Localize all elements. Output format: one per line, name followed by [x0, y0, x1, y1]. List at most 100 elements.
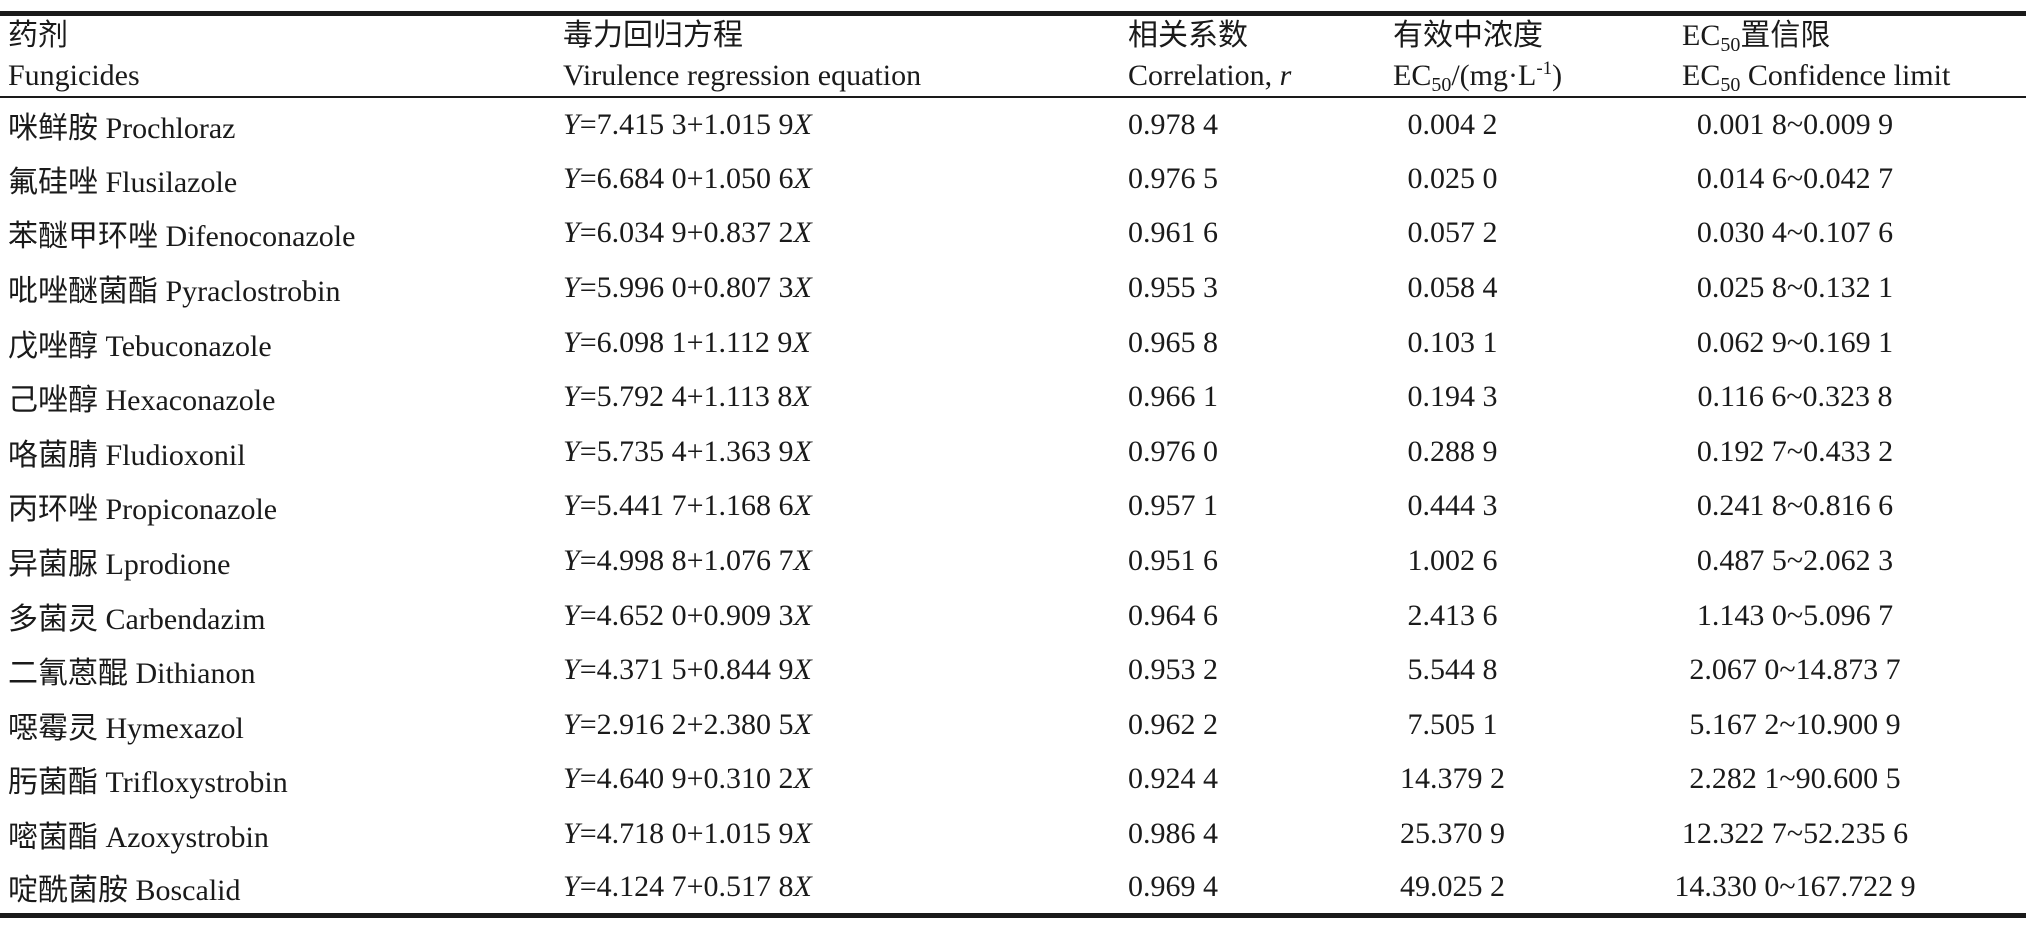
- equation-x-symbol: X: [793, 161, 812, 195]
- fungicide-name-zh: 多菌灵: [8, 602, 98, 636]
- header-cl-ec-zh: EC: [1682, 19, 1721, 52]
- table-header: 药剂 Fungicides 毒力回归方程 Virulence regressio…: [0, 13, 2026, 98]
- confidence-limit-cell: 0.241 8~0.816 6: [1696, 489, 1894, 523]
- correlation-cell: 0.965 8: [1128, 325, 1218, 359]
- ec50-cell: 2.413 6: [1407, 598, 1498, 632]
- header-ec50-sub: 50: [1431, 74, 1452, 96]
- table-row: 多菌灵 Carbendazim Y=4.652 0+0.909 3X 0.964 6…: [0, 588, 2026, 643]
- fungicide-cell: 啶酰菌胺 Boscalid: [0, 861, 560, 916]
- equation-cell: Y=6.684 0+1.050 6X: [560, 152, 1122, 207]
- ec50-cell: 25.370 9: [1400, 817, 1505, 851]
- fungicide-name-zh: 异菌脲: [8, 548, 98, 582]
- confidence-limit-cell: 1.143 0~5.096 7: [1696, 598, 1894, 632]
- equation-body: =6.684 0+1.050 6: [579, 161, 794, 195]
- fungicide-cell: 氟硅唑 Flusilazole: [0, 152, 560, 207]
- header-confidence-limit-en: EC50 Confidence limit: [1682, 56, 2026, 96]
- table-row: 咯菌腈 Fludioxonil Y=5.735 4+1.363 9X 0.976 0…: [0, 425, 2026, 480]
- ec50-cell: 14.379 2: [1400, 762, 1505, 796]
- table-row: 异菌脲 Lprodione Y=4.998 8+1.076 7X 0.951 6 1.…: [0, 534, 2026, 589]
- equation-body: =5.792 4+1.113 8: [579, 380, 793, 414]
- confidence-limit-cell: 0.062 9~0.169 1: [1696, 325, 1894, 359]
- equation-y-symbol: Y: [563, 325, 580, 359]
- correlation-cell: 0.955 3: [1128, 271, 1218, 305]
- table-row: 戊唑醇 Tebuconazole Y=6.098 1+1.112 9X 0.965 …: [0, 315, 2026, 370]
- equation-x-symbol: X: [793, 434, 812, 468]
- equation-y-symbol: Y: [563, 653, 580, 687]
- fungicide-name-zh: 吡唑醚菌酯: [8, 275, 158, 309]
- ec50-cell: 7.505 1: [1407, 707, 1498, 741]
- confidence-limit-cell: 0.116 6~0.323 8: [1697, 380, 1893, 414]
- equation-y-symbol: Y: [563, 762, 580, 796]
- equation-x-symbol: X: [792, 380, 811, 414]
- equation-y-symbol: Y: [563, 870, 580, 904]
- header-ec50-unit: EC50/(mg·L-1): [1393, 56, 1660, 96]
- fungicide-cell: 异菌脲 Lprodione: [0, 534, 560, 589]
- fungicide-cell: 噁霉灵 Hymexazol: [0, 698, 560, 753]
- ec50-cell: 0.194 3: [1407, 380, 1498, 414]
- table-row: 丙环唑 Propiconazole Y=5.441 7+1.168 6X 0.957…: [0, 479, 2026, 534]
- equation-x-symbol: X: [793, 653, 812, 687]
- equation-cell: Y=5.792 4+1.113 8X: [560, 370, 1122, 425]
- fungicide-name-zh: 噁霉灵: [8, 711, 98, 745]
- header-confidence-limit: EC50置信限 EC50 Confidence limit: [1660, 13, 2026, 98]
- equation-cell: Y=6.034 9+0.837 2X: [560, 206, 1122, 261]
- equation-cell: Y=4.124 7+0.517 8X: [560, 861, 1122, 916]
- confidence-limit-cell: 2.282 1~90.600 5: [1689, 762, 1901, 796]
- header-row: 药剂 Fungicides 毒力回归方程 Virulence regressio…: [0, 13, 2026, 98]
- confidence-limit-cell: 14.330 0~167.722 9: [1674, 870, 1916, 904]
- correlation-cell: 0.966 1: [1128, 380, 1218, 414]
- equation-body: =4.371 5+0.844 9: [579, 653, 794, 687]
- header-regression-equation-zh: 毒力回归方程: [563, 19, 743, 52]
- header-cl-ec-en: EC: [1682, 59, 1721, 92]
- header-cl-sub-en: 50: [1720, 74, 1741, 96]
- correlation-cell: 0.986 4: [1128, 817, 1218, 851]
- equation-body: =6.098 1+1.112 9: [579, 325, 793, 359]
- ec50-cell: 0.103 1: [1407, 325, 1498, 359]
- ec50-cell: 0.288 9: [1407, 434, 1498, 468]
- fungicide-name-en: Pyraclostrobin: [165, 275, 341, 309]
- header-correlation-label: Correlation,: [1128, 59, 1280, 92]
- header-cl-sub-zh: 50: [1720, 34, 1741, 56]
- ec50-cell: 0.025 0: [1407, 161, 1498, 195]
- table-row: 嘧菌酯 Azoxystrobin Y=4.718 0+1.015 9X 0.986 …: [0, 807, 2026, 862]
- fungicide-name-zh: 氟硅唑: [8, 165, 98, 199]
- equation-body: =2.916 2+2.380 5: [579, 707, 794, 741]
- fungicide-toxicity-table-wrap: 药剂 Fungicides 毒力回归方程 Virulence regressio…: [0, 11, 2026, 919]
- fungicide-name-en: Prochloraz: [105, 111, 236, 145]
- equation-x-symbol: X: [793, 762, 812, 796]
- confidence-limit-cell: 12.322 7~52.235 6: [1681, 817, 1909, 851]
- equation-cell: Y=2.916 2+2.380 5X: [560, 698, 1122, 753]
- fungicide-name-zh: 戊唑醇: [8, 329, 98, 363]
- equation-cell: Y=5.441 7+1.168 6X: [560, 479, 1122, 534]
- fungicide-cell: 丙环唑 Propiconazole: [0, 479, 560, 534]
- fungicide-name-en: Fludioxonil: [105, 438, 246, 472]
- correlation-cell: 0.961 6: [1128, 216, 1218, 250]
- fungicide-name-zh: 嘧菌酯: [8, 821, 98, 855]
- correlation-cell: 0.951 6: [1128, 544, 1218, 578]
- confidence-limit-cell: 0.192 7~0.433 2: [1696, 434, 1894, 468]
- equation-cell: Y=4.652 0+0.909 3X: [560, 588, 1122, 643]
- header-fungicides: 药剂 Fungicides: [0, 13, 560, 98]
- equation-y-symbol: Y: [563, 434, 580, 468]
- ec50-cell: 0.444 3: [1407, 489, 1498, 523]
- header-ec50-ec: EC: [1393, 59, 1432, 92]
- fungicide-cell: 吡唑醚菌酯 Pyraclostrobin: [0, 261, 560, 316]
- equation-cell: Y=5.996 0+0.807 3X: [560, 261, 1122, 316]
- header-cl-en-text: Confidence limit: [1740, 59, 1951, 92]
- fungicide-cell: 戊唑醇 Tebuconazole: [0, 315, 560, 370]
- header-ec50-sup: -1: [1536, 58, 1553, 79]
- fungicide-name-zh: 啶酰菌胺: [8, 874, 128, 908]
- equation-x-symbol: X: [793, 544, 812, 578]
- equation-cell: Y=4.371 5+0.844 9X: [560, 643, 1122, 698]
- fungicide-cell: 多菌灵 Carbendazim: [0, 588, 560, 643]
- confidence-limit-cell: 0.014 6~0.042 7: [1696, 161, 1894, 195]
- fungicide-name-en: Hexaconazole: [105, 384, 276, 418]
- correlation-cell: 0.969 4: [1128, 870, 1218, 904]
- fungicide-name-en: Dithianon: [135, 657, 256, 691]
- equation-body: =7.415 3+1.015 9: [579, 107, 794, 141]
- fungicide-name-en: Propiconazole: [105, 493, 278, 527]
- fungicide-name-zh: 咯菌腈: [8, 438, 98, 472]
